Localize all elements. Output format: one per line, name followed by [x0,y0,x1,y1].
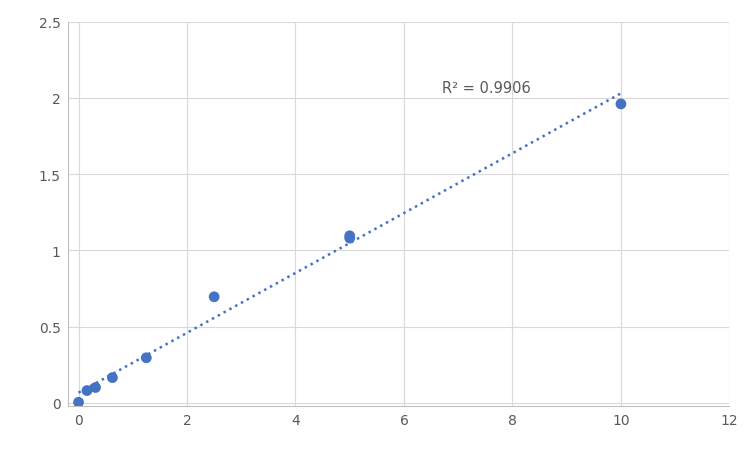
Point [344,233,356,240]
Point [615,101,627,108]
Point [208,294,220,301]
Text: R² = 0.9906: R² = 0.9906 [442,81,531,96]
Point [344,235,356,242]
Point [89,384,102,391]
Point [107,374,119,382]
Point [72,399,84,406]
Point [81,387,93,394]
Point [141,354,153,362]
